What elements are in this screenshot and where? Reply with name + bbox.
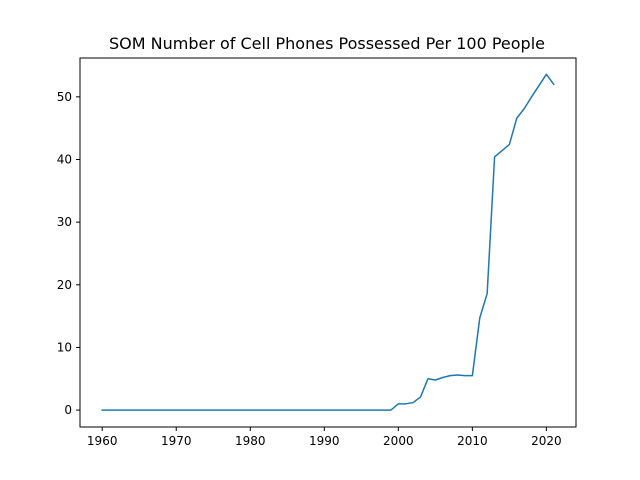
series-layer: [101, 73, 555, 411]
y-tick-label: 30: [57, 215, 72, 229]
x-tick-label: 1980: [235, 434, 266, 448]
y-axis: 0 10 20 30 40 50: [57, 90, 80, 417]
x-axis: 1960 1970 1980 1990 2000 2010 2020: [87, 427, 562, 448]
x-tick-label: 1990: [309, 434, 340, 448]
y-tick-label: 10: [57, 340, 72, 354]
chart-title: SOM Number of Cell Phones Possessed Per …: [109, 34, 545, 53]
x-tick-label: 2020: [531, 434, 562, 448]
x-tick-label: 2010: [457, 434, 488, 448]
y-tick-label: 40: [57, 152, 72, 166]
plot-area: 1960 1970 1980 1990 2000 2010 2020 0 10 20 30 40 50: [57, 57, 577, 448]
x-tick-label: 1970: [161, 434, 192, 448]
x-tick-label: 1960: [87, 434, 118, 448]
x-tick-label: 2000: [383, 434, 414, 448]
series-line-0: [101, 73, 555, 411]
y-tick-label: 20: [57, 278, 72, 292]
y-tick-label: 0: [64, 403, 72, 417]
axes-frame: [79, 57, 577, 428]
y-tick-label: 50: [57, 90, 72, 104]
